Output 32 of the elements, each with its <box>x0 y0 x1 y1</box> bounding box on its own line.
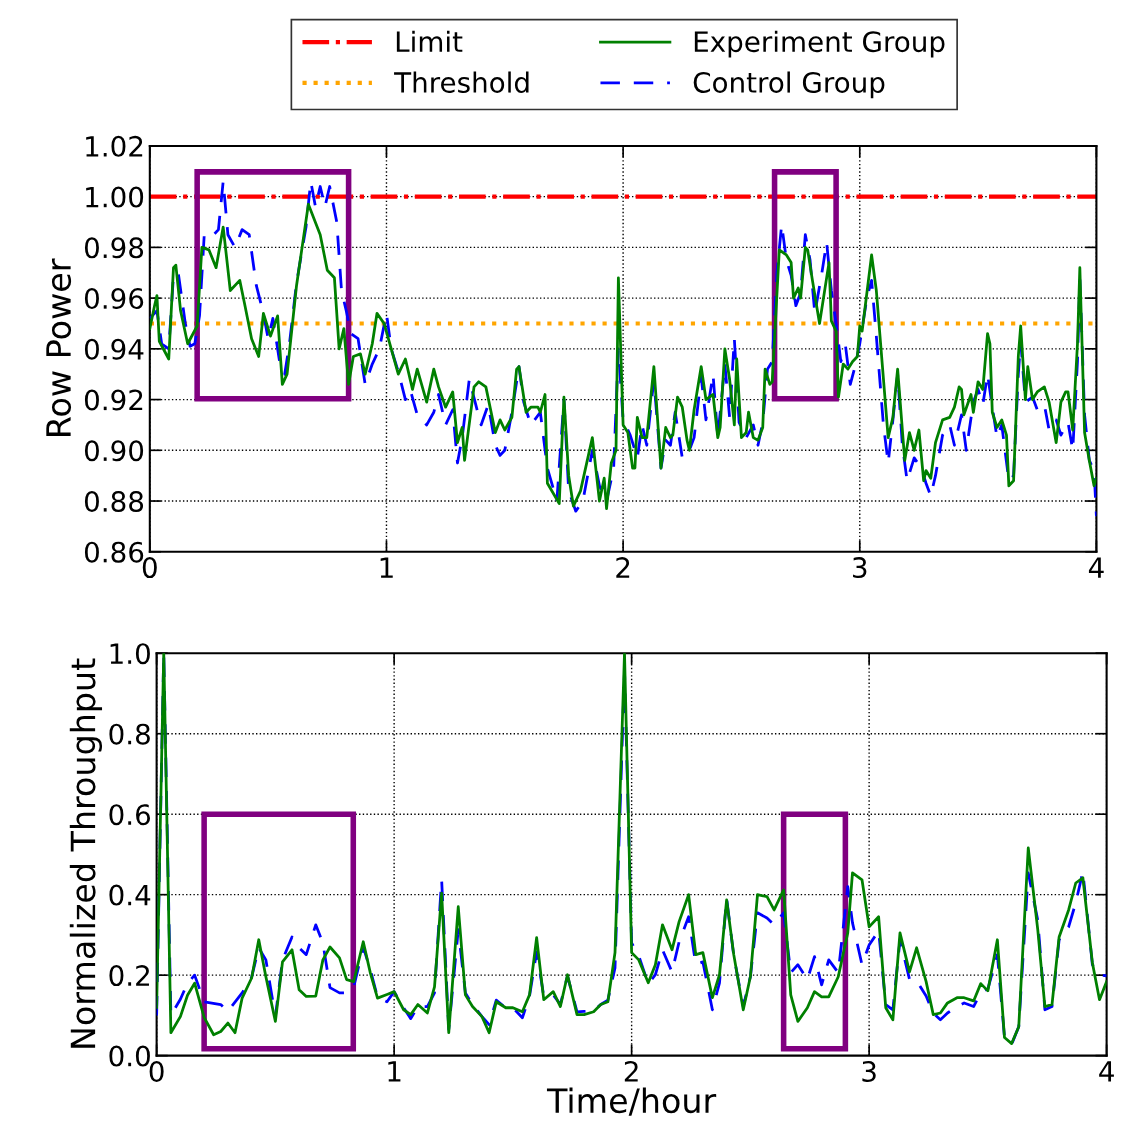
y-tick-label: 0.90 <box>84 440 144 462</box>
x-tick-label: 4 <box>1099 1061 1114 1082</box>
x-tick-label: 2 <box>616 557 630 578</box>
x-tick-label: 3 <box>853 557 867 579</box>
x-tick-label: 0 <box>142 557 157 579</box>
x-tick-label: 2 <box>624 1060 638 1082</box>
y-tick-label: 1.0 <box>110 643 150 665</box>
y-tick-label: 0.98 <box>84 237 144 259</box>
y-tick-label: 1.00 <box>86 186 144 208</box>
y-tick-label: 0.6 <box>109 804 151 826</box>
y-axis-title: Row Power <box>46 258 72 436</box>
y-tick-label: 0.0 <box>109 1045 150 1067</box>
y-tick-label: 0.96 <box>84 288 144 310</box>
x-tick-label: 3 <box>862 1060 876 1082</box>
x-tick-label: 4 <box>1088 557 1104 578</box>
y-axis-title: Normalized Throughput <box>69 658 103 1048</box>
x-tick-label: 0 <box>149 1060 164 1082</box>
legend-label: Control Group <box>693 71 885 99</box>
y-tick-label: 0.8 <box>109 723 150 745</box>
x-tick-label: 1 <box>388 1061 401 1082</box>
x-tick-label: 1 <box>380 557 393 578</box>
legend-label: Experiment Group <box>694 30 945 58</box>
y-tick-label: 0.88 <box>84 490 144 512</box>
legend-label: Limit <box>396 30 463 52</box>
y-tick-label: 0.4 <box>109 884 151 906</box>
y-tick-label: 0.2 <box>109 965 149 987</box>
y-tick-label: 0.92 <box>84 389 143 411</box>
legend-label: Threshold <box>394 71 529 93</box>
y-tick-label: 0.94 <box>84 338 144 360</box>
y-tick-label: 0.86 <box>84 541 144 563</box>
y-tick-label: 1.02 <box>86 135 143 157</box>
x-axis-title: Time/hour <box>546 1087 717 1116</box>
